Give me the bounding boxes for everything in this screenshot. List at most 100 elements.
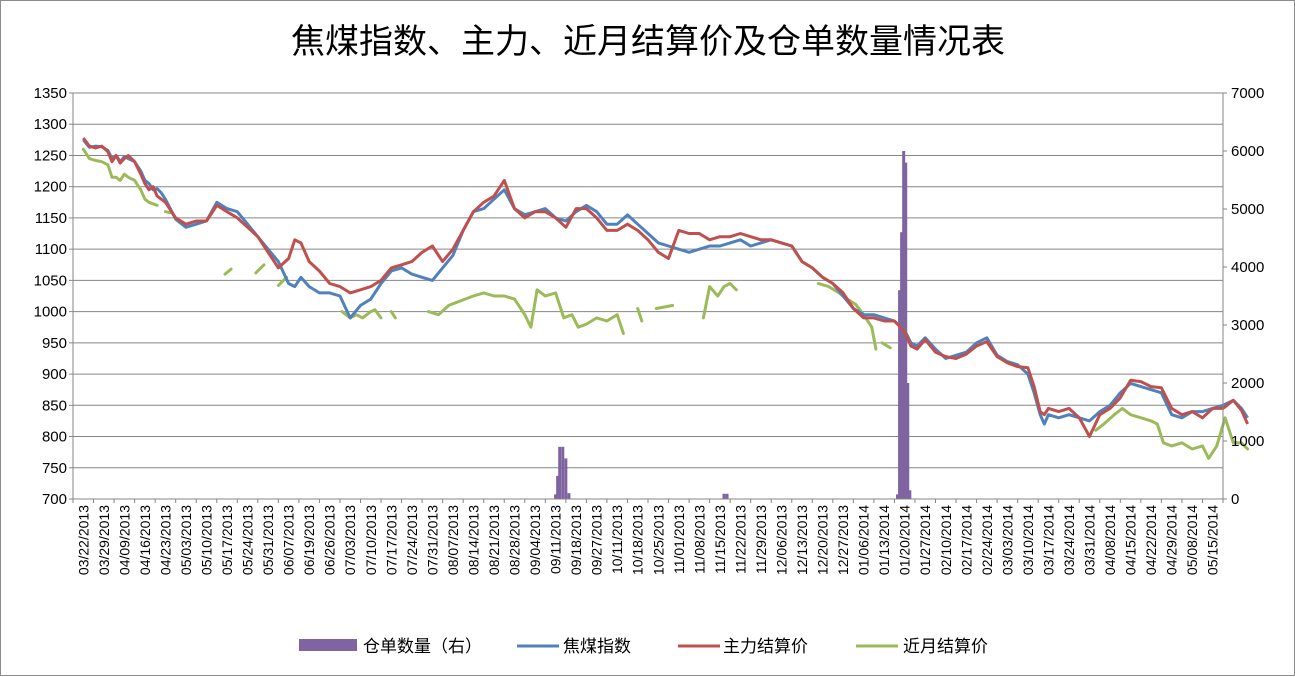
legend-label: 焦煤指数 bbox=[563, 637, 631, 657]
y-left-tick-label: 1200 bbox=[34, 179, 67, 196]
bar-receipt bbox=[908, 490, 912, 499]
x-tick-label: 10/18/2013 bbox=[630, 505, 646, 575]
line-near-month-settlement bbox=[636, 307, 644, 323]
y-axis-right-ticks: 0 1000 2000 3000 4000 5000 6000 7000 bbox=[1223, 85, 1264, 508]
line-main-contract-settlement bbox=[82, 137, 1249, 438]
y-left-tick-label: 800 bbox=[42, 429, 67, 446]
y-right-tick-label: 0 bbox=[1231, 491, 1239, 508]
y-left-tick-label: 1000 bbox=[34, 304, 67, 321]
x-tick-label: 11/01/2013 bbox=[671, 505, 687, 574]
x-tick-label: 02/10/2014 bbox=[938, 505, 954, 575]
line-near-month-settlement bbox=[816, 282, 878, 351]
y-right-tick-label: 5000 bbox=[1231, 201, 1264, 218]
line-coking-coal-index bbox=[82, 138, 1249, 426]
x-tick-label: 05/31/2013 bbox=[260, 505, 276, 575]
x-tick-label: 05/03/2013 bbox=[178, 505, 194, 575]
y-left-tick-label: 1050 bbox=[34, 272, 67, 289]
x-tick-label: 05/15/2014 bbox=[1205, 505, 1221, 575]
x-tick-label: 11/15/2013 bbox=[712, 505, 728, 574]
line-near-month-settlement bbox=[1094, 406, 1250, 460]
line-near-month-settlement bbox=[701, 282, 738, 320]
y-right-tick-label: 7000 bbox=[1231, 85, 1264, 102]
x-tick-label: 02/17/2014 bbox=[958, 505, 974, 575]
y-left-tick-label: 850 bbox=[42, 397, 67, 414]
x-tick-label: 11/08/2013 bbox=[691, 505, 707, 574]
y-right-tick-label: 3000 bbox=[1231, 317, 1264, 334]
y-left-tick-label: 900 bbox=[42, 366, 67, 383]
x-tick-label: 03/10/2014 bbox=[1020, 505, 1036, 575]
x-tick-label: 04/23/2013 bbox=[157, 505, 173, 575]
bar-receipt bbox=[902, 151, 906, 499]
x-tick-label: 01/13/2014 bbox=[876, 505, 892, 575]
bar-receipt bbox=[906, 383, 910, 499]
gridlines bbox=[73, 92, 1223, 500]
x-tick-label: 04/15/2014 bbox=[1123, 505, 1139, 575]
y-right-tick-label: 4000 bbox=[1231, 259, 1264, 276]
x-tick-label: 04/16/2013 bbox=[137, 505, 153, 575]
x-tick-label: 05/17/2013 bbox=[219, 505, 235, 575]
x-tick-label: 12/13/2013 bbox=[794, 505, 810, 575]
x-tick-label: 12/20/2013 bbox=[815, 505, 831, 575]
x-tick-label: 05/08/2014 bbox=[1184, 505, 1200, 575]
x-tick-label: 10/25/2013 bbox=[650, 505, 666, 575]
y-right-tick-label: 2000 bbox=[1231, 375, 1264, 392]
bar-receipt bbox=[564, 458, 568, 499]
y-left-tick-label: 700 bbox=[42, 491, 67, 508]
y-left-tick-label: 750 bbox=[42, 460, 67, 477]
x-tick-label: 07/03/2013 bbox=[342, 505, 358, 575]
bar-receipt bbox=[898, 290, 902, 499]
y-left-tick-label: 1100 bbox=[35, 241, 67, 258]
x-tick-label: 09/11/2013 bbox=[548, 505, 564, 574]
x-tick-label: 05/10/2013 bbox=[198, 505, 214, 575]
x-tick-label: 07/10/2013 bbox=[363, 505, 379, 575]
legend: 仓单数量（右） 焦煤指数 主力结算价 近月结算价 bbox=[299, 637, 988, 657]
x-tick-label: 08/07/2013 bbox=[445, 505, 461, 575]
line-near-month-settlement bbox=[426, 288, 625, 335]
y-left-tick-label: 1300 bbox=[34, 116, 67, 133]
x-tick-label: 04/09/2013 bbox=[116, 505, 132, 575]
bar-receipt bbox=[900, 232, 904, 499]
line-series-group bbox=[81, 137, 1250, 460]
x-tick-label: 05/24/2013 bbox=[240, 505, 256, 575]
x-tick-label: 12/27/2013 bbox=[835, 505, 851, 575]
line-near-month-settlement bbox=[223, 267, 233, 276]
legend-swatch-bar bbox=[299, 639, 357, 651]
x-tick-label: 11/29/2013 bbox=[753, 505, 769, 574]
y-left-tick-label: 1250 bbox=[34, 147, 67, 164]
bar-receipt bbox=[556, 475, 560, 499]
line-near-month-settlement bbox=[389, 310, 397, 320]
bar-receipt bbox=[561, 446, 565, 499]
bar-series-warehouse-receipts bbox=[554, 151, 912, 499]
x-tick-label: 01/06/2014 bbox=[856, 505, 872, 575]
y-left-tick-label: 1150 bbox=[35, 210, 67, 227]
x-tick-label: 09/18/2013 bbox=[568, 505, 584, 575]
x-tick-label: 03/22/2013 bbox=[75, 505, 91, 575]
legend-label: 主力结算价 bbox=[723, 637, 808, 657]
x-tick-label: 03/29/2013 bbox=[96, 505, 112, 575]
x-tick-label: 02/24/2014 bbox=[979, 505, 995, 575]
x-tick-label: 08/28/2013 bbox=[507, 505, 523, 575]
legend-label: 近月结算价 bbox=[903, 637, 988, 657]
x-tick-label: 03/31/2014 bbox=[1082, 505, 1098, 575]
x-tick-label: 04/22/2014 bbox=[1143, 505, 1159, 575]
chart-title: 焦煤指数、主力、近月结算价及仓单数量情况表 bbox=[291, 22, 1005, 62]
x-tick-label: 07/24/2013 bbox=[404, 505, 420, 575]
bar-receipt bbox=[722, 493, 726, 499]
x-tick-label: 03/17/2014 bbox=[1040, 505, 1056, 575]
y-right-tick-label: 1000 bbox=[1231, 433, 1264, 450]
x-tick-label: 09/04/2013 bbox=[527, 505, 543, 575]
legend-label: 仓单数量（右） bbox=[363, 637, 482, 657]
bar-receipt bbox=[725, 493, 729, 499]
x-tick-label: 07/31/2013 bbox=[424, 505, 440, 575]
y-left-tick-label: 950 bbox=[42, 335, 67, 352]
x-tick-label: 11/22/2013 bbox=[732, 505, 748, 574]
x-axis-ticks: 03/22/2013 03/29/2013 04/09/2013 04/16/2013… bbox=[72, 499, 1224, 575]
y-axis-left-ticks: 700 750 800 850 900 950 1000 1050 1100 1150 1200 12… bbox=[34, 85, 73, 508]
x-tick-label: 01/20/2014 bbox=[897, 505, 913, 575]
x-tick-label: 10/11/2013 bbox=[609, 505, 625, 574]
bar-receipt bbox=[558, 446, 562, 499]
x-tick-label: 04/29/2014 bbox=[1164, 505, 1180, 575]
x-tick-label: 06/19/2013 bbox=[301, 505, 317, 575]
line-near-month-settlement bbox=[654, 303, 675, 310]
